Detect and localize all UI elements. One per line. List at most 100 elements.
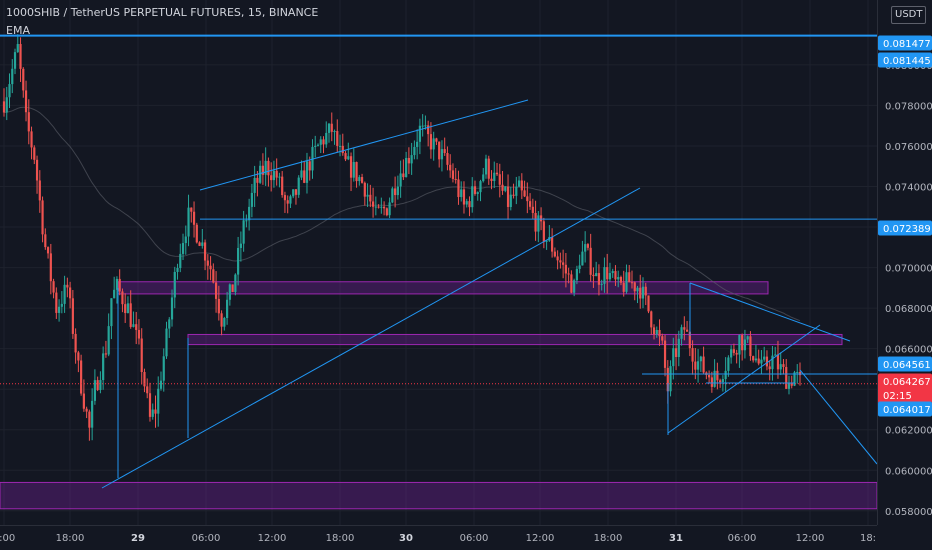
candle-body — [22, 68, 25, 91]
price-tick-label: 0.068000 — [885, 304, 932, 315]
currency-button[interactable]: USDT — [891, 6, 927, 24]
ema-line — [3, 106, 801, 322]
ema-line-path — [3, 106, 801, 322]
candle-body — [148, 393, 152, 417]
time-tick-label: 18: — [860, 533, 876, 544]
candle-body — [33, 147, 36, 160]
candle-body — [46, 247, 50, 254]
candle-body — [316, 144, 320, 146]
candle-body — [553, 251, 556, 257]
candle-body — [661, 336, 664, 341]
candle-body — [440, 149, 444, 160]
candle-body — [253, 177, 256, 193]
candle-body — [429, 134, 433, 150]
candle-body — [556, 256, 559, 261]
candle-body — [135, 324, 138, 330]
candle-body — [655, 330, 658, 335]
time-tick-label: 06:00 — [460, 533, 489, 544]
candle-body — [545, 240, 548, 242]
candle-body — [716, 370, 719, 381]
candle-body — [371, 201, 375, 207]
time-tick-label: 12:00 — [258, 533, 287, 544]
candle-body — [405, 157, 408, 178]
price-axis: 0.0800000.0780000.0760000.0740000.072000… — [885, 61, 932, 518]
candle-body — [633, 282, 636, 292]
price-label-text: 0.064267 — [883, 377, 931, 388]
candle-body — [38, 180, 41, 201]
candle-body — [484, 158, 488, 175]
candle-body — [526, 196, 529, 202]
candle-body — [584, 244, 587, 252]
candle-body — [639, 287, 642, 299]
candle-body — [239, 243, 242, 248]
candle-body — [69, 287, 72, 299]
candle-body — [586, 244, 590, 248]
candle-body — [333, 131, 336, 133]
candle-body — [677, 338, 680, 358]
candle-body — [27, 112, 30, 132]
candle-body — [349, 156, 353, 178]
candle-body — [226, 299, 229, 318]
candle-body — [785, 366, 788, 389]
candle-body — [327, 123, 331, 133]
candle-body — [99, 380, 102, 390]
candle-body — [159, 380, 163, 389]
candle-body — [443, 149, 446, 153]
candle-body — [192, 211, 196, 225]
candle-body — [641, 286, 645, 299]
candle-body — [782, 364, 785, 367]
candle-body — [509, 194, 512, 207]
candle-body — [603, 267, 606, 284]
candle-body — [724, 370, 727, 380]
candle-body — [228, 284, 231, 300]
candle-body — [435, 138, 438, 142]
candle-body — [234, 274, 237, 292]
candle-body — [314, 145, 317, 147]
candle-body — [297, 177, 300, 195]
candle-body — [658, 330, 661, 337]
candle-body — [170, 297, 174, 320]
candle-body — [531, 206, 534, 213]
zone-rect — [0, 481, 878, 510]
symbol-title[interactable]: 1000SHIB / TetherUS PERPETUAL FUTURES, 1… — [6, 6, 319, 19]
candle-body — [308, 161, 311, 171]
candle-body — [63, 284, 66, 304]
candle-body — [267, 160, 270, 176]
candle-body — [385, 208, 388, 216]
candle-body — [597, 273, 601, 285]
candle-body — [666, 367, 669, 392]
price-label-box — [878, 220, 932, 236]
candle-body — [611, 271, 614, 274]
candle-body — [195, 224, 198, 243]
candle-body — [696, 361, 700, 370]
candle-body — [344, 153, 347, 160]
candle-body — [730, 349, 733, 358]
candle-body — [187, 207, 190, 237]
candle-body — [347, 156, 350, 160]
candle-body — [694, 361, 697, 370]
candle-body — [542, 221, 545, 242]
candle-body — [162, 356, 165, 381]
indicator-legend[interactable]: EMA — [6, 24, 30, 37]
candle-body — [394, 188, 397, 196]
candle-body — [493, 172, 496, 182]
candle-body — [608, 273, 612, 280]
candle-body — [355, 162, 358, 182]
candle-body — [427, 125, 430, 135]
time-tick-label: 06:00 — [192, 533, 221, 544]
candle-body — [523, 190, 526, 197]
candle-body — [528, 201, 532, 207]
candle-body — [495, 172, 499, 175]
candle-body — [479, 181, 482, 193]
price-tick-label: 0.062000 — [885, 426, 932, 437]
candle-body — [699, 356, 702, 362]
candle-body — [198, 242, 201, 246]
candle-body — [685, 329, 689, 332]
candle-body — [212, 269, 215, 283]
price-labels: 0.081477 0.081445 0.072389 0.064561 0.064267… — [878, 35, 932, 417]
time-tick-label: 18:00 — [326, 533, 355, 544]
candle-body — [85, 408, 88, 412]
candle-body — [746, 336, 749, 340]
candle-body — [80, 360, 83, 394]
